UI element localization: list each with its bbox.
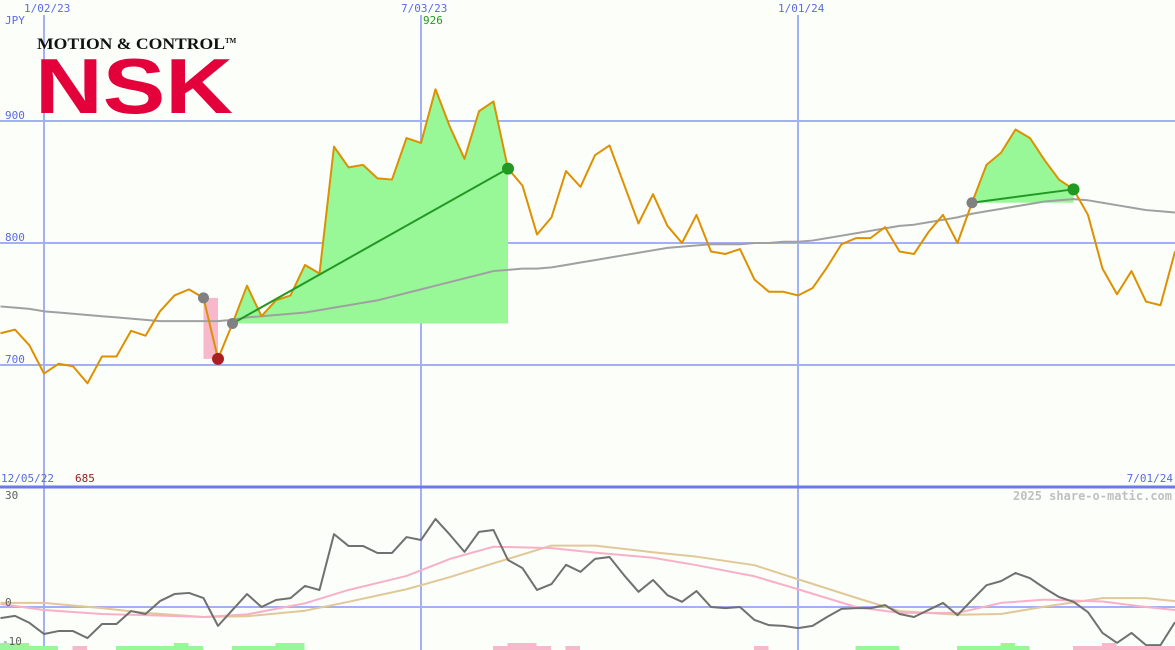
signal-bar [1131, 646, 1146, 650]
loss-exit-marker [212, 352, 224, 365]
win-exit-marker [502, 162, 514, 175]
signal-bar [870, 646, 885, 650]
signal-bar [159, 646, 174, 650]
signal-bar [290, 643, 305, 650]
x-tick-label: 7/03/23 [401, 2, 448, 15]
signal-bar [188, 646, 203, 650]
signal-bar [971, 646, 986, 650]
svg-text:TM: TM [225, 37, 237, 45]
osc-tick-label: 0 [5, 596, 12, 609]
signal-bar [1102, 643, 1117, 650]
signal-bar [1073, 646, 1088, 650]
signal-bar [261, 646, 276, 650]
signal-bar [72, 646, 87, 650]
y-tick-label: 900 [5, 109, 25, 122]
osc-tick-label: -10 [2, 635, 22, 648]
high-label: 926 [423, 14, 443, 27]
signal-bar [1116, 646, 1131, 650]
signal-bar [522, 643, 537, 650]
fast-average-line [0, 545, 1175, 618]
entry-marker [966, 197, 978, 209]
oscillator-line [0, 517, 1175, 647]
signal-bar [275, 643, 290, 650]
signal-bar [493, 646, 508, 650]
currency-label: JPY [5, 14, 25, 27]
signal-bar [232, 646, 247, 650]
signal-bar [1160, 646, 1175, 650]
signal-bar [1000, 643, 1015, 650]
signal-bar [536, 646, 551, 650]
x-tick-label: 1/02/23 [24, 2, 71, 15]
signal-bar [565, 646, 580, 650]
price-line [0, 88, 1175, 385]
signal-bar [507, 643, 522, 650]
signal-bar [174, 643, 189, 650]
winning-trade-fill [972, 129, 1074, 203]
signal-bar [0, 643, 15, 650]
signal-bar [1015, 646, 1030, 650]
low-label: 685 [75, 472, 95, 485]
trade-trend-line [971, 188, 1074, 204]
signal-bar [884, 646, 899, 650]
signal-bar [1087, 646, 1102, 650]
signal-bar [29, 646, 44, 650]
entry-marker [198, 292, 209, 304]
range-start-label: 12/05/22 [1, 472, 54, 485]
signal-bar [246, 646, 261, 650]
signal-bars [0, 643, 1175, 650]
svg-text:NSK: NSK [35, 42, 233, 130]
x-tick-label: 1/01/24 [778, 2, 825, 15]
osc-tick-label: 30 [5, 489, 19, 502]
range-end-label: 7/01/24 [1126, 472, 1173, 485]
winning-trade-fill [232, 89, 508, 324]
grid [0, 15, 1175, 650]
series-lines [0, 88, 1175, 647]
moving-average-line [0, 198, 1175, 323]
signal-bar [130, 646, 145, 650]
signal-bar [754, 646, 769, 650]
watermark: 2025 share-o-matic.com [1013, 489, 1172, 503]
y-tick-label: 800 [5, 231, 25, 244]
entry-marker [227, 318, 238, 330]
signal-bar [1145, 646, 1160, 650]
win-exit-marker [1067, 183, 1080, 196]
signal-bar [145, 646, 160, 650]
signal-bar [116, 646, 131, 650]
y-tick-label: 700 [5, 353, 25, 366]
svg-text:MOTION & CONTROL: MOTION & CONTROL [37, 36, 225, 53]
signal-bar [43, 646, 58, 650]
nsk-logo: MOTION & CONTROL TM NSK [35, 36, 237, 130]
signal-bar [855, 646, 870, 650]
trade-markers [198, 162, 1080, 365]
signal-bar [986, 646, 1001, 650]
signal-bar [14, 643, 29, 650]
signal-bar [957, 646, 972, 650]
trade-trend-line [232, 167, 509, 325]
